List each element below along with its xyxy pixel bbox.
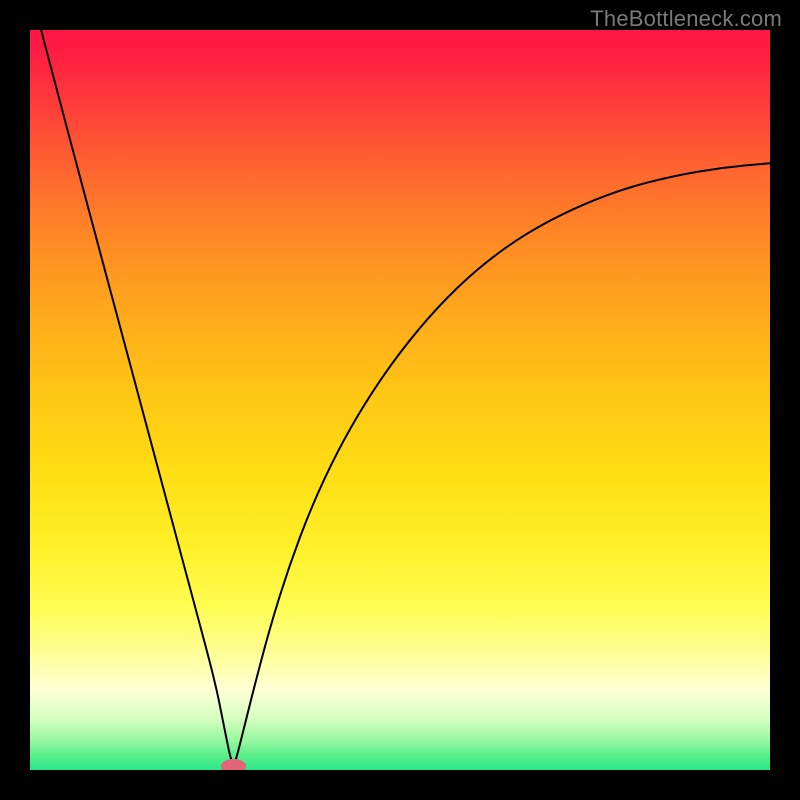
chart-frame: TheBottleneck.com <box>0 0 800 800</box>
chart-background <box>30 30 770 770</box>
bottleneck-curve-chart <box>30 30 770 770</box>
watermark-text: TheBottleneck.com <box>590 6 782 32</box>
